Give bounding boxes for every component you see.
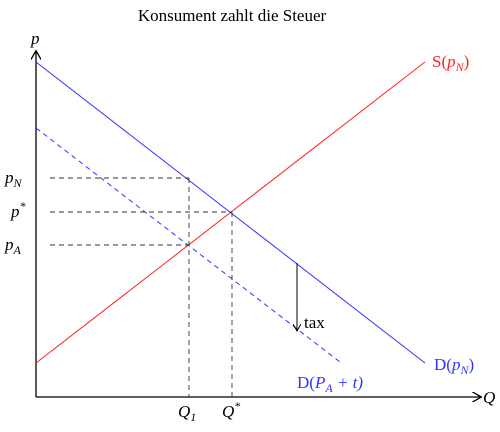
- shifted-demand-label: D(PA + t): [297, 373, 363, 395]
- x-axis-label: Q: [483, 388, 495, 407]
- y-axis-label: p: [30, 29, 40, 48]
- tax-label: tax: [304, 313, 325, 332]
- price-label: pA: [4, 235, 22, 257]
- guides: [50, 177, 233, 397]
- title: Konsument zahlt die Steuer: [138, 6, 327, 25]
- quantity-label: Q*: [222, 399, 240, 421]
- price-label: p*: [10, 199, 26, 221]
- demand-label: D(pN): [434, 355, 474, 377]
- demand-curve: [35, 61, 426, 364]
- supply-label: S(pN): [432, 52, 469, 74]
- price-label: pN: [4, 168, 23, 190]
- quantity-label: Q1: [178, 402, 196, 424]
